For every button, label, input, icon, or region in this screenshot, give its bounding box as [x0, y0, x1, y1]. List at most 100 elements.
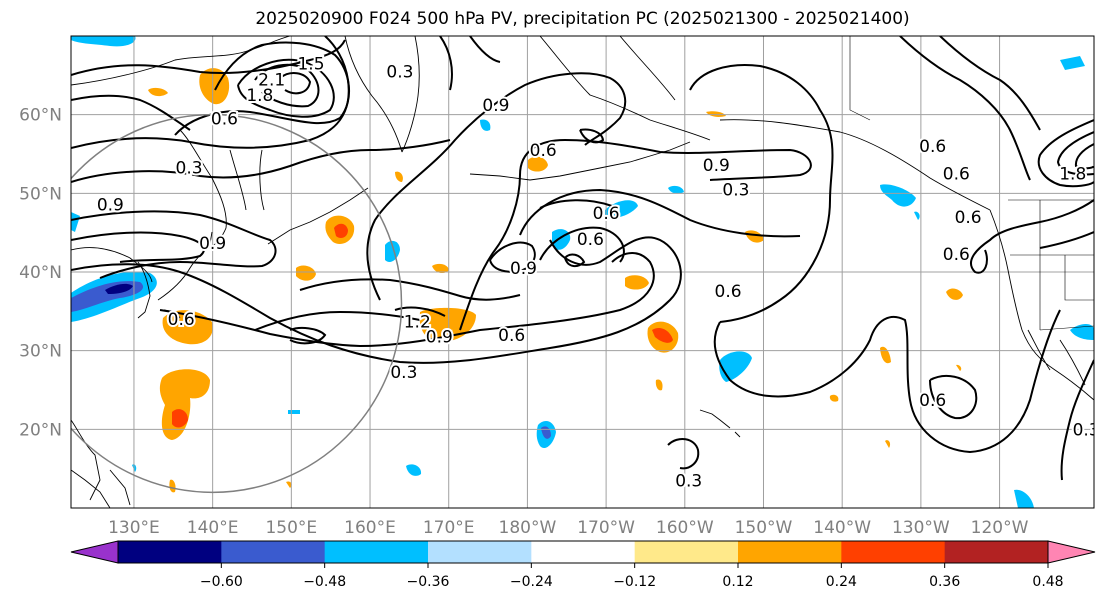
pv-contour: [564, 253, 586, 268]
colorbar-bin-2: [324, 541, 429, 563]
colorbar-bin-5: [634, 541, 739, 563]
precip-positive-blob: [829, 394, 839, 402]
pv-contour-labels: 0.31.52.11.80.60.30.90.90.60.90.60.90.30…: [95, 53, 1100, 494]
contour-label: 0.9: [703, 156, 730, 176]
colorbar-bin-6: [738, 541, 842, 563]
contour-label: 1.5: [297, 55, 324, 75]
pv-contour: [439, 36, 501, 91]
contour-label: 0.9: [97, 195, 124, 215]
precip-positive-blob: [395, 171, 403, 182]
precip-positive-blob: [946, 288, 963, 300]
contour-label: 0.3: [1073, 420, 1100, 440]
pv-contour: [667, 438, 700, 470]
precip-positive-blob: [528, 156, 548, 172]
precip-negative-blob: [406, 464, 422, 476]
colorbar-extend-high: [1047, 540, 1096, 564]
precip-positive-blob: [169, 479, 176, 493]
precip-positive-blob: [885, 440, 891, 448]
precip-negative-blob: [1060, 56, 1085, 70]
pv-contours: [71, 36, 1094, 481]
contour-label: 0.6: [577, 230, 604, 250]
pv-contour: [71, 236, 682, 364]
lon-tick-label: 130°E: [108, 518, 160, 538]
lon-tick-label: 150°E: [265, 518, 317, 538]
contour-label: 0.6: [943, 245, 970, 265]
contour-label: 0.9: [199, 234, 226, 254]
colorbar: −0.60 −0.48 −0.36 −0.24 −0.12 0.12 0.24 0.36 0.4…: [70, 540, 1096, 590]
pv-contour: [1056, 131, 1094, 176]
pv-contour: [394, 306, 446, 317]
contour-label: 0.6: [498, 326, 525, 346]
precip-negative-blob: [880, 184, 916, 207]
lon-tick-label: 120°W: [971, 518, 1029, 538]
colorbar-tick-label: 0.12: [722, 574, 753, 590]
colorbar-tick-label: 0.36: [929, 574, 960, 590]
distance-circle: [71, 113, 403, 494]
lat-tick-label: 60°N: [19, 106, 62, 126]
contour-label: 0.3: [390, 363, 417, 383]
pv-contour: [254, 310, 421, 331]
contour-label: 0.3: [386, 62, 413, 82]
contour-label: 0.3: [675, 471, 702, 491]
lon-tick-label: 160°E: [344, 518, 396, 538]
political-borders: [849, 36, 1094, 331]
lat-tick-label: 30°N: [19, 342, 62, 362]
precip-positive-blob: [745, 230, 764, 243]
precip-negative-blob: [1070, 324, 1094, 340]
axis-tick-labels: 130°E 140°E 150°E 160°E 170°E 180°W 170°W 160°W…: [19, 106, 1028, 538]
pv-contour: [366, 72, 627, 301]
contour-label: 0.9: [510, 259, 537, 279]
lon-tick-label: 180°W: [499, 518, 557, 538]
precip-positive-blob: [296, 265, 316, 281]
precip-positive-blob: [706, 111, 726, 117]
precip-positive-blob: [432, 263, 449, 274]
pv-contour: [579, 128, 605, 144]
lon-tick-label: 170°W: [577, 518, 635, 538]
contour-label: 0.6: [943, 165, 970, 185]
pv-contour: [174, 41, 351, 136]
lat-tick-label: 20°N: [19, 420, 62, 440]
colorbar-bin-3: [428, 541, 532, 563]
colorbar-bin-7: [841, 541, 946, 563]
colorbar-bin-1: [221, 541, 326, 563]
lon-tick-label: 170°E: [423, 518, 475, 538]
colorbar-tick-label: −0.36: [407, 574, 450, 590]
precip-negative-blob: [1014, 489, 1034, 508]
precip-negative-blob: [288, 410, 300, 414]
precip-positive-blob: [655, 379, 663, 391]
pv-contour: [689, 64, 834, 323]
colorbar-tick-label: −0.48: [303, 574, 346, 590]
lon-tick-label: 140°W: [813, 518, 871, 538]
colorbar-bin-8: [944, 541, 1049, 563]
contour-label: 2.1: [258, 70, 285, 90]
precip-positive-blob: [334, 223, 348, 238]
precipitation-fill-layer: [71, 36, 1094, 508]
pv-contour: [1060, 359, 1094, 481]
lat-tick-label: 50°N: [19, 184, 62, 204]
colorbar-tick-label: −0.24: [510, 574, 553, 590]
contour-label: 0.6: [715, 282, 742, 302]
coastline-north-america-west: [989, 209, 1094, 401]
pv-contour: [71, 210, 277, 279]
precip-positive-blob: [880, 346, 891, 364]
coastline-hawaii: [699, 409, 741, 438]
pv-contour: [299, 278, 521, 301]
contour-label: 0.6: [211, 110, 238, 130]
pv-contour: [71, 139, 451, 183]
pv-contour: [713, 309, 1061, 454]
pv-contour: [159, 252, 655, 348]
coastline-mexico: [1059, 339, 1086, 386]
precip-negative-blob: [605, 200, 638, 219]
lon-tick-label: 130°W: [892, 518, 950, 538]
lon-tick-label: 140°E: [187, 518, 239, 538]
coastline-kamchatka: [344, 36, 420, 153]
pv-contour: [71, 231, 205, 263]
pv-contour: [71, 94, 191, 131]
pv-contour: [939, 36, 1041, 131]
pv-contour: [970, 199, 1094, 274]
precip-positive-blob: [625, 275, 649, 290]
colorbar-tick-label: −0.60: [200, 574, 243, 590]
coastline-alaska: [539, 36, 991, 211]
precip-negative-blob: [480, 119, 491, 131]
